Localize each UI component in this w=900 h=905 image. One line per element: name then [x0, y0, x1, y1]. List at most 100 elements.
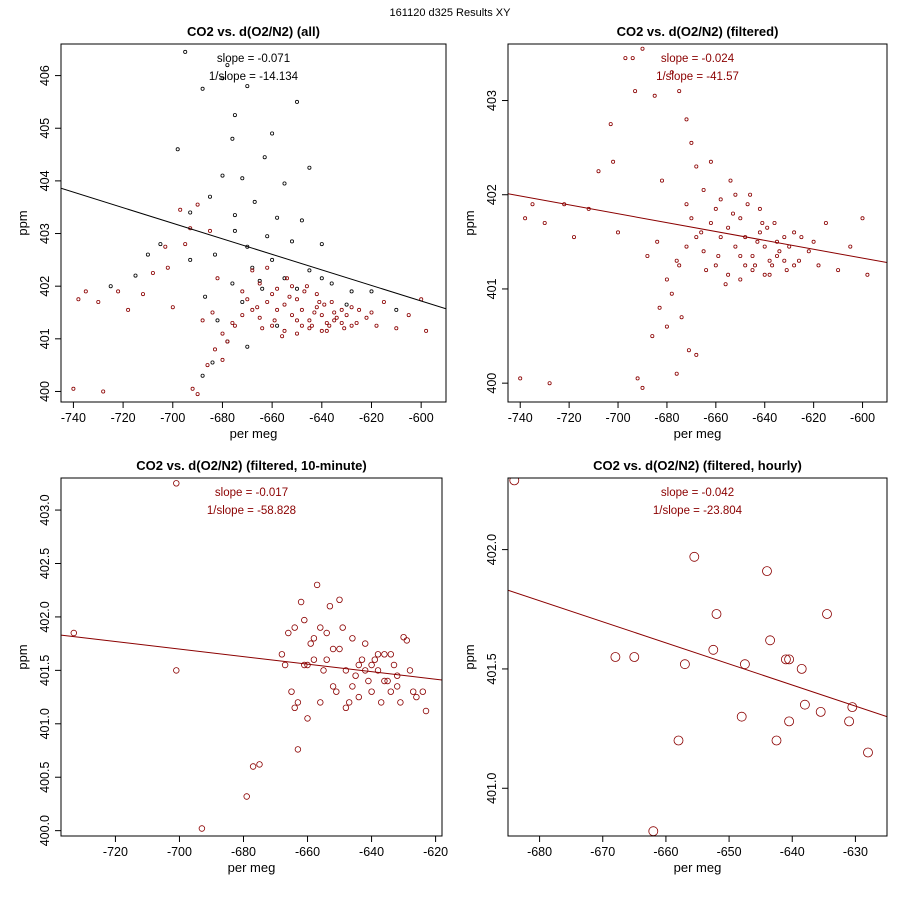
chart-2-filtered-point	[635, 376, 640, 381]
chart-3-y-tick-label: 403.0	[38, 494, 52, 525]
chart-1-filtered-point	[314, 305, 319, 310]
chart-2-x-tick-label: -640	[752, 411, 777, 425]
chart-1-x-tick-label: -660	[260, 411, 285, 425]
chart-1-frame	[60, 43, 447, 403]
chart-3-10-minute-point	[387, 651, 394, 658]
chart-1-filtered-point	[210, 310, 215, 315]
chart-1-filtered-point	[225, 339, 230, 344]
chart-2-filtered-point	[782, 235, 787, 240]
chart-1-filtered-point	[294, 297, 299, 302]
chart-1-all-point	[250, 265, 255, 270]
chart-1-filtered-point	[190, 386, 195, 391]
chart-3-10-minute-point	[413, 693, 420, 701]
chart-1-filtered-point	[101, 389, 106, 394]
chart-1-filtered-point	[257, 281, 262, 286]
chart-3-10-minute-point	[304, 661, 311, 669]
chart-3-10-minute-point	[297, 598, 305, 606]
chart-1-filtered-point	[76, 297, 81, 302]
chart-2-filtered-point	[782, 258, 787, 263]
chart-1-filtered-point	[163, 244, 168, 249]
chart-2-filtered-point	[762, 244, 767, 249]
chart-2-filtered-point	[726, 272, 731, 277]
chart-2-filtered-point	[704, 268, 709, 273]
chart-3-10-minute-point	[313, 581, 321, 589]
chart-2-filtered-point	[713, 263, 718, 268]
chart-2-filtered-point	[640, 385, 645, 390]
chart-1-all-point	[200, 86, 205, 91]
chart-3-y-tick-label: 401.0	[38, 708, 52, 739]
chart-4-hourly-point	[648, 826, 659, 836]
chart-3-plot-area	[61, 480, 442, 832]
chart-4-hourly-point	[800, 699, 810, 710]
chart-1-y-tick-label: 401	[38, 328, 52, 349]
chart-1-filtered-point	[270, 323, 275, 328]
chart-2-filtered-point	[640, 46, 645, 51]
chart-2-x-axis-label: per meg	[674, 426, 722, 441]
chart-1-all-point	[220, 173, 225, 178]
chart-1-filtered-point	[354, 320, 359, 325]
chart-1-filtered-point	[275, 286, 280, 291]
chart-2-filtered-point	[765, 225, 770, 230]
chart-1-filtered-point	[289, 313, 294, 318]
chart-2-y-tick-label: 402	[485, 184, 499, 205]
chart-1: CO2 vs. d(O2/N2) (all) slope = -0.071 1/sl…	[15, 24, 447, 441]
chart-2-filtered-point	[775, 239, 780, 244]
chart-2-filtered-point	[748, 192, 753, 197]
chart-1-all-point	[210, 360, 215, 365]
chart-2-filtered-point	[743, 263, 748, 268]
chart-1-x-tick-label: -640	[309, 411, 334, 425]
chart-2-filtered-point	[674, 371, 679, 376]
chart-3-10-minute-point	[374, 667, 382, 674]
chart-1-x-tick-label: -720	[111, 411, 136, 425]
chart-2-filtered-point	[806, 249, 811, 254]
chart-4-hourly-point	[736, 711, 747, 722]
chart-3-10-minute-point	[291, 704, 298, 711]
chart-4-hourly-point	[680, 659, 690, 670]
chart-1-all-point	[245, 344, 250, 349]
chart-1-filtered-point	[307, 318, 312, 323]
chart-4-hourly-point	[784, 654, 794, 665]
chart-3-10-minute-point	[394, 672, 401, 679]
chart-2-filtered-point	[701, 249, 706, 254]
chart-3-10-minute-point	[349, 683, 356, 690]
chart-1-all-point	[145, 252, 150, 257]
chart-3-10-minute-point	[365, 677, 372, 685]
chart-2-filtered-point	[630, 56, 635, 61]
chart-3-10-minute-point	[381, 651, 388, 658]
chart-2-filtered-point	[762, 272, 767, 277]
chart-2-filtered-point	[674, 258, 679, 263]
chart-1-filtered-point	[71, 386, 76, 391]
page-title: 161120 d325 Results XY	[390, 7, 512, 19]
chart-1-filtered-point	[381, 299, 386, 304]
chart-2-filtered-point	[799, 235, 804, 240]
chart-3-10-minute-point	[358, 656, 366, 663]
chart-2-filtered-point	[738, 216, 743, 221]
chart-2-filtered-point	[684, 244, 689, 249]
chart-2-filtered-point	[523, 216, 528, 221]
chart-3-10-minute-point	[333, 688, 340, 695]
chart-1-filtered-point	[178, 207, 183, 212]
chart-2-filtered-point	[684, 202, 689, 207]
chart-3-10-minute-point	[362, 640, 369, 647]
chart-2-annotation: 1/slope = -41.57	[656, 71, 739, 83]
chart-2-filtered-point	[701, 187, 706, 192]
chart-1-filtered-point	[282, 328, 287, 333]
chart-1-all-point	[245, 84, 250, 89]
chart-1-filtered-point	[322, 302, 327, 307]
chart-1-all-point	[183, 49, 188, 54]
chart-2-filtered-point	[708, 220, 713, 225]
chart-1-all-point	[240, 176, 245, 181]
chart-2-filtered-point	[677, 89, 682, 94]
chart-2-filtered-point	[686, 348, 691, 353]
chart-1-filtered-point	[83, 289, 88, 294]
chart-3-10-minute-point	[317, 624, 324, 631]
chart-2-filtered-point	[542, 220, 547, 225]
chart-1-filtered-point	[287, 294, 292, 299]
chart-1-all-point	[212, 252, 217, 257]
chart-3-10-minute-point	[342, 704, 350, 711]
chart-3-x-tick-label: -660	[295, 845, 320, 859]
chart-3-x-tick-label: -620	[423, 845, 448, 859]
chart-3-10-minute-point	[281, 661, 289, 669]
chart-1-filtered-point	[270, 292, 275, 297]
chart-1-filtered-point	[329, 299, 334, 304]
